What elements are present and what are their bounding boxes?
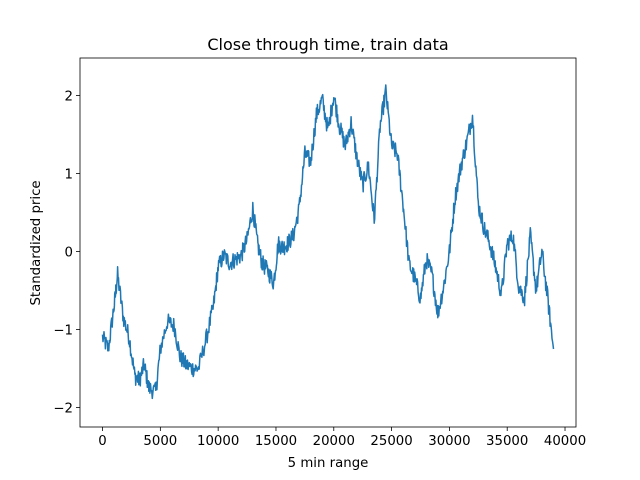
x-tick-label: 10000 <box>197 434 239 449</box>
x-tick-label: 0 <box>98 434 106 449</box>
x-tick-label: 40000 <box>544 434 586 449</box>
axes-frame <box>79 57 577 428</box>
y-tick-label: −1 <box>53 323 73 338</box>
y-tick-label: 2 <box>65 89 73 104</box>
x-tick-label: 35000 <box>486 434 528 449</box>
x-tick-label: 15000 <box>255 434 297 449</box>
series-line <box>101 84 555 400</box>
y-axis-ticks: −2 −1 0 1 2 <box>53 89 80 416</box>
chart-title: Close through time, train data <box>207 35 448 54</box>
x-tick-label: 20000 <box>313 434 355 449</box>
y-tick-label: 0 <box>65 245 73 260</box>
y-tick-label: 1 <box>65 167 73 182</box>
x-axis-ticks: 0 5000 10000 15000 20000 25000 30000 35000 40000 <box>98 427 586 449</box>
series-layer <box>101 84 555 400</box>
x-tick-label: 30000 <box>428 434 470 449</box>
x-tick-label: 25000 <box>370 434 412 449</box>
y-tick-label: −2 <box>53 401 73 416</box>
y-axis-label: Standardized price <box>29 180 44 305</box>
x-tick-label: 5000 <box>143 434 177 449</box>
plot-area <box>79 57 577 428</box>
x-axis-label: 5 min range <box>288 456 369 471</box>
